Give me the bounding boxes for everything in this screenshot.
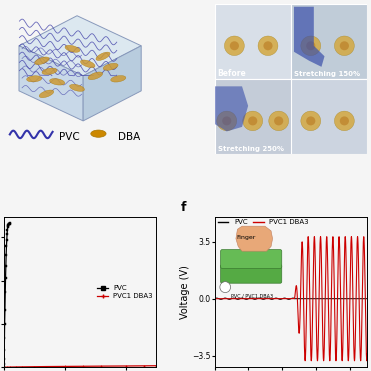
Ellipse shape (88, 72, 103, 80)
Legend: PVC, PVC1 DBA3: PVC, PVC1 DBA3 (218, 219, 309, 225)
Text: Before: Before (217, 69, 246, 78)
Circle shape (258, 36, 278, 56)
Ellipse shape (35, 57, 49, 65)
Circle shape (340, 116, 349, 125)
Circle shape (334, 36, 354, 56)
Ellipse shape (39, 90, 54, 98)
Ellipse shape (111, 76, 126, 82)
Circle shape (230, 41, 239, 50)
Bar (214, 79, 367, 154)
Circle shape (306, 116, 315, 125)
Ellipse shape (70, 84, 85, 91)
Legend: PVC, PVC1 DBA3: PVC, PVC1 DBA3 (98, 285, 153, 299)
Circle shape (263, 41, 273, 50)
Polygon shape (83, 46, 141, 121)
Circle shape (301, 111, 321, 131)
Ellipse shape (65, 45, 80, 52)
Text: DBA: DBA (118, 132, 141, 142)
Circle shape (243, 111, 263, 131)
Polygon shape (294, 7, 325, 67)
Bar (214, 4, 291, 79)
Bar (291, 4, 367, 79)
Circle shape (269, 111, 289, 131)
Circle shape (222, 116, 232, 125)
Ellipse shape (42, 68, 57, 75)
Text: Stretching 250%: Stretching 250% (217, 146, 283, 152)
Circle shape (301, 36, 321, 56)
Text: PVC: PVC (59, 132, 79, 142)
Circle shape (217, 111, 237, 131)
Ellipse shape (103, 63, 118, 70)
Text: Stretching 150%: Stretching 150% (294, 71, 360, 77)
Circle shape (224, 36, 244, 56)
Bar (291, 79, 367, 154)
Ellipse shape (81, 60, 95, 68)
Polygon shape (214, 86, 248, 131)
Circle shape (248, 116, 257, 125)
Text: f: f (181, 201, 186, 214)
Circle shape (340, 41, 349, 50)
Ellipse shape (96, 52, 110, 60)
Circle shape (306, 41, 315, 50)
Y-axis label: Voltage (V): Voltage (V) (180, 265, 190, 319)
Circle shape (334, 111, 354, 131)
Circle shape (274, 116, 283, 125)
Polygon shape (19, 46, 83, 121)
Ellipse shape (27, 76, 42, 82)
Ellipse shape (50, 79, 65, 85)
Ellipse shape (91, 130, 106, 137)
Polygon shape (19, 16, 141, 76)
Text: c: c (202, 0, 210, 1)
